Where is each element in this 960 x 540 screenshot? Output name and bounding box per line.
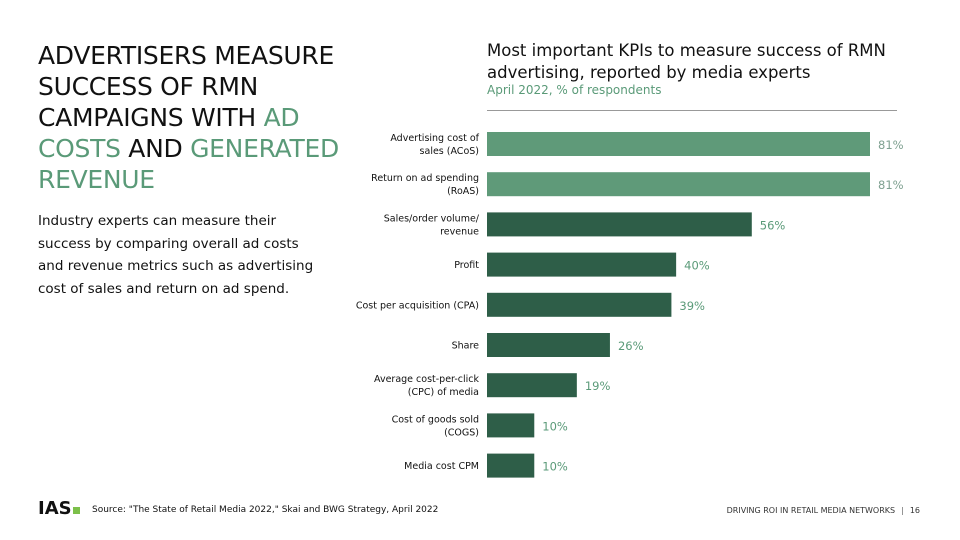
data-label-5: 26% xyxy=(618,339,644,353)
ias-logo: IAS xyxy=(38,498,80,519)
data-label-1: 81% xyxy=(878,178,904,192)
category-label-0: Advertising cost of sales (ACoS) xyxy=(390,133,479,157)
category-label-1: Return on ad spending (RoAS) xyxy=(371,173,479,197)
bar-7 xyxy=(487,413,535,438)
title-divider xyxy=(487,110,897,111)
section-name: DRIVING ROI IN RETAIL MEDIA NETWORKS xyxy=(726,506,896,515)
data-label-6: 19% xyxy=(585,379,611,393)
bar-4 xyxy=(487,292,672,317)
chart-title: Most important KPIs to measure success o… xyxy=(487,41,886,82)
category-label-6: Average cost-per-click (CPC) of media xyxy=(374,374,479,398)
headline-accent-revenue: GENERATED REVENUE xyxy=(38,134,339,194)
source-note: Source: "The State of Retail Media 2022,… xyxy=(92,505,439,515)
category-label-4: Cost per acquisition (CPA) xyxy=(356,300,479,311)
category-label-2: Sales/order volume/revenue xyxy=(384,213,480,237)
body-text: Industry experts can measure their succe… xyxy=(38,213,314,297)
bar-6 xyxy=(487,373,577,398)
data-label-0: 81% xyxy=(878,138,904,152)
headline-text: ADVERTISERS MEASURE SUCCESS OF RMN CAMPA… xyxy=(38,41,334,132)
category-label-7: Cost of goods sold (COGS) xyxy=(392,414,479,438)
chart-subtitle: April 2022, % of respondents xyxy=(487,83,662,97)
data-label-4: 39% xyxy=(679,299,705,313)
headline: ADVERTISERS MEASURE SUCCESS OF RMN CAMPA… xyxy=(38,40,348,195)
category-label-3: Profit xyxy=(454,260,479,271)
page-number: 16 xyxy=(909,506,920,515)
data-label-8: 10% xyxy=(542,460,568,474)
headline-and: AND xyxy=(120,134,191,163)
bar-0 xyxy=(487,132,870,156)
data-label-3: 40% xyxy=(684,259,710,273)
footer-separator: | xyxy=(901,506,904,515)
category-label-5: Share xyxy=(452,341,480,352)
bar-2 xyxy=(487,212,752,237)
bar-1 xyxy=(487,172,870,197)
data-label-2: 56% xyxy=(760,218,786,232)
bar-5 xyxy=(487,333,610,357)
data-label-7: 10% xyxy=(542,419,568,433)
headline-accent-ad-costs: AD COSTS xyxy=(38,103,300,163)
footer-right: DRIVING ROI IN RETAIL MEDIA NETWORKS | 16 xyxy=(727,506,920,515)
bar-8 xyxy=(487,453,535,478)
bar-3 xyxy=(487,252,677,277)
category-label-8: Media cost CPM xyxy=(404,461,479,472)
